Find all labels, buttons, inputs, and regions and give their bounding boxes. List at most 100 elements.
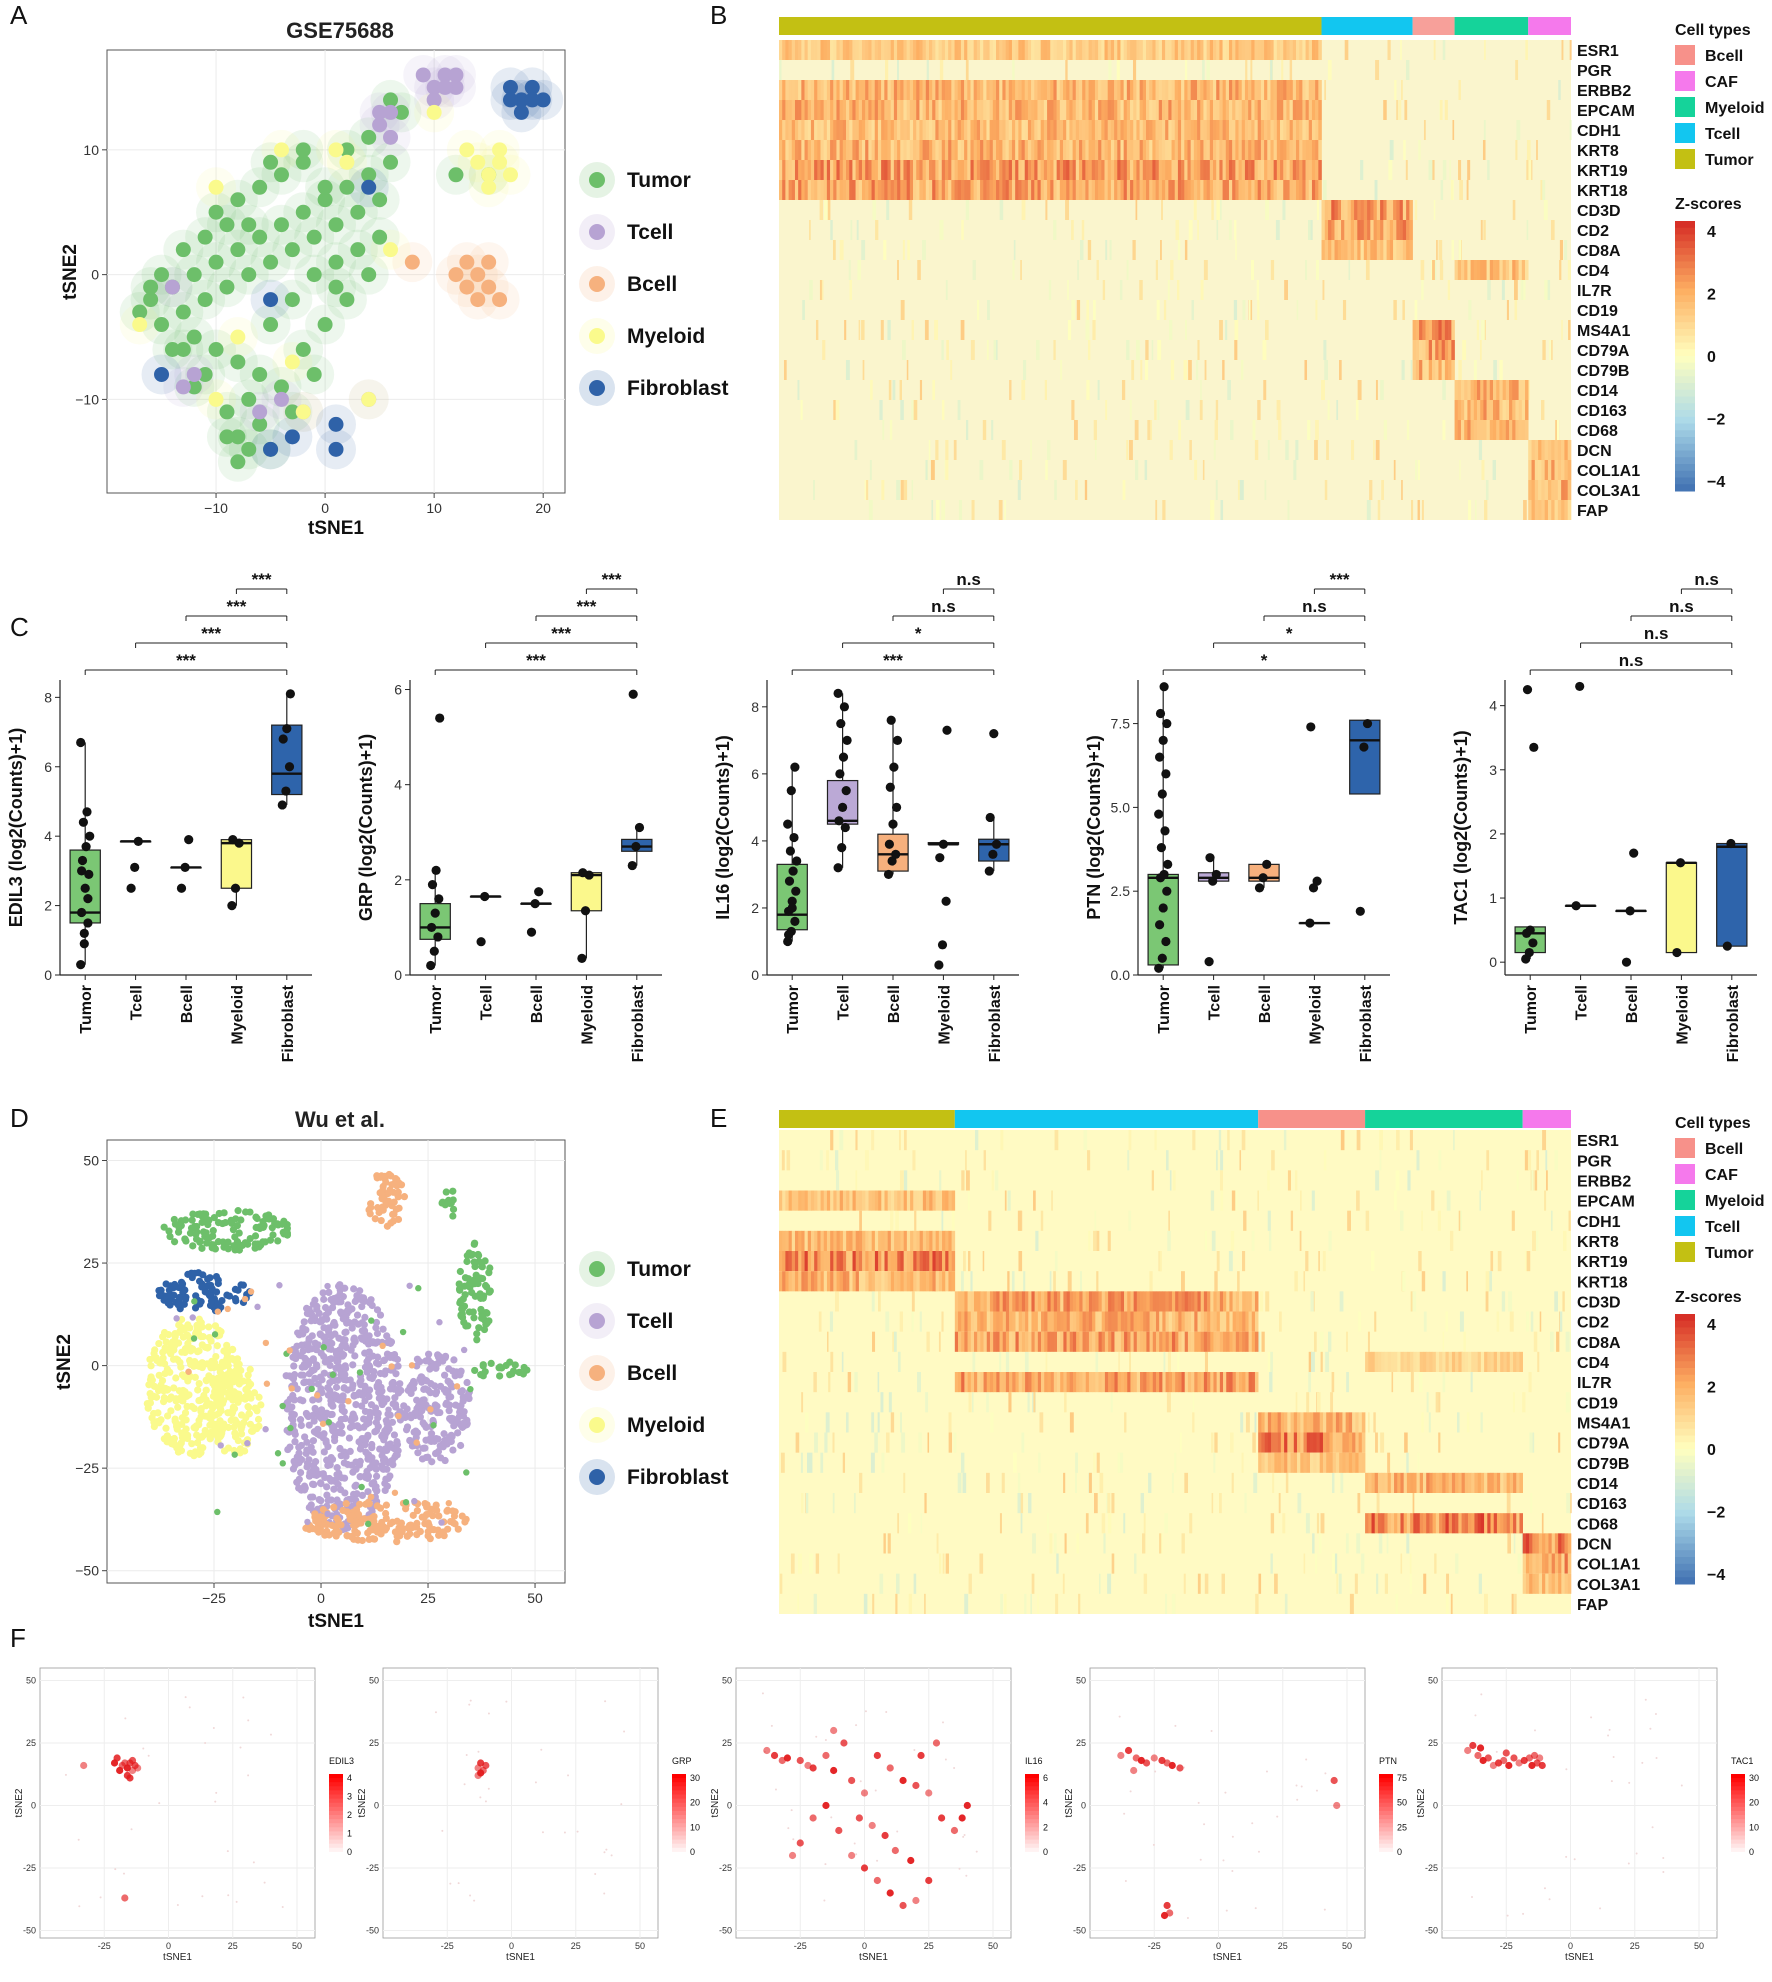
point-tcell bbox=[310, 1480, 318, 1489]
point-myeloid bbox=[492, 142, 508, 158]
data-point bbox=[937, 940, 948, 950]
point-myeloid bbox=[197, 1413, 205, 1421]
point-tumor bbox=[306, 366, 322, 382]
heatmap-cell bbox=[1260, 180, 1265, 200]
point-tcell bbox=[367, 1296, 375, 1304]
data-point bbox=[1575, 681, 1585, 692]
heatmap-cell bbox=[1152, 100, 1156, 120]
point-myeloid bbox=[233, 1355, 242, 1363]
heatmap-cell bbox=[846, 100, 850, 120]
heatmap-cell bbox=[1551, 500, 1555, 520]
heatmap-cell bbox=[935, 120, 939, 140]
heatmap-cell bbox=[1442, 160, 1447, 180]
panel-d-xlabel: tSNE1 bbox=[308, 1611, 364, 1632]
heatmap-cell bbox=[1235, 80, 1239, 100]
heatmap-cell bbox=[1480, 380, 1484, 400]
heatmap-cell bbox=[1062, 460, 1067, 480]
heatmap-cell bbox=[810, 40, 815, 60]
heatmap-cell bbox=[788, 80, 793, 100]
heatmap-cell bbox=[1056, 160, 1061, 180]
heatmap-cell bbox=[1142, 40, 1147, 60]
heatmap-cell bbox=[1206, 140, 1211, 160]
data-point bbox=[133, 836, 143, 846]
heatmap-cell bbox=[1228, 180, 1233, 200]
heatmap-cell bbox=[1534, 440, 1539, 460]
heatmap-cell bbox=[817, 80, 821, 100]
heatmap-cell bbox=[1206, 40, 1211, 60]
heatmap-cell bbox=[1174, 120, 1179, 140]
heatmap-cell bbox=[1324, 360, 1328, 380]
heatmap-cell bbox=[944, 180, 949, 200]
heatmap-cell bbox=[884, 160, 888, 180]
heatmap-cell bbox=[1190, 180, 1195, 200]
heatmap-cell bbox=[1009, 380, 1012, 400]
point-tcell bbox=[372, 1324, 380, 1332]
heatmap-cell bbox=[1267, 1170, 1270, 1191]
point-tumor bbox=[256, 1224, 264, 1233]
gene-label: KRT18 bbox=[1577, 183, 1628, 200]
heatmap-cell bbox=[1228, 100, 1233, 120]
heatmap-cell bbox=[1098, 160, 1102, 180]
data-point bbox=[184, 835, 194, 845]
point-tcell bbox=[341, 1384, 348, 1391]
heatmap-cell bbox=[1219, 80, 1223, 100]
heatmap-cell bbox=[1561, 460, 1565, 480]
point-tcell bbox=[291, 1430, 299, 1439]
heatmap-cell bbox=[1203, 180, 1207, 200]
heatmap-cell bbox=[1169, 440, 1173, 460]
heatmap-cell bbox=[964, 40, 968, 60]
heatmap-cell bbox=[1187, 40, 1191, 60]
heatmap-cell bbox=[1168, 180, 1172, 200]
point-fibroblast bbox=[234, 1286, 242, 1294]
point-tcell bbox=[448, 67, 464, 83]
significance-label: n.s bbox=[1669, 597, 1694, 616]
heatmap-cell bbox=[1161, 180, 1166, 200]
heatmap-cell bbox=[1302, 180, 1306, 200]
heatmap-cell bbox=[871, 180, 876, 200]
heatmap-cell bbox=[1542, 180, 1546, 200]
heatmap-cell bbox=[948, 120, 952, 140]
point-tumor bbox=[253, 1214, 261, 1223]
heatmap-cell bbox=[1037, 180, 1041, 200]
panel-b-gene-labels: ESR1PGRERBB2EPCAMCDH1KRT8KRT19KRT18CD3DC… bbox=[1577, 43, 1640, 520]
heatmap-cell bbox=[844, 320, 847, 340]
heatmap-cell bbox=[1133, 120, 1137, 140]
heatmap-cell bbox=[1091, 160, 1096, 180]
point-myeloid bbox=[178, 1315, 186, 1324]
heatmap-cell bbox=[1328, 240, 1332, 260]
heatmap-cell bbox=[900, 160, 904, 180]
heatmap-cell bbox=[954, 160, 959, 180]
heatmap-cell bbox=[819, 1150, 823, 1171]
heatmap-cell bbox=[1528, 160, 1532, 180]
point-fibroblast bbox=[177, 1278, 186, 1286]
heatmap-cell bbox=[1538, 440, 1542, 460]
heatmap-cell bbox=[1428, 160, 1433, 180]
heatmap-cell bbox=[1230, 1230, 1235, 1251]
point-bcell bbox=[333, 1521, 342, 1530]
heatmap-cell bbox=[1031, 140, 1035, 160]
heatmap-cell bbox=[1136, 140, 1140, 160]
heatmap-cell bbox=[941, 120, 946, 140]
point-bcell bbox=[404, 1524, 412, 1532]
heatmap-cell bbox=[1165, 80, 1169, 100]
point-tcell bbox=[449, 1446, 457, 1454]
heatmap-cell bbox=[1348, 260, 1351, 280]
significance-label: * bbox=[1286, 624, 1293, 643]
heatmap-cell bbox=[992, 40, 997, 60]
point-bcell bbox=[311, 1510, 319, 1518]
heatmap-cell bbox=[919, 140, 923, 160]
heatmap-cell bbox=[1131, 360, 1135, 380]
point-bcell bbox=[377, 1216, 385, 1225]
heatmap-cell bbox=[1412, 320, 1417, 340]
heatmap-cell bbox=[941, 40, 946, 60]
heatmap-cell bbox=[1075, 480, 1078, 500]
heatmap-cell bbox=[1184, 140, 1188, 160]
heatmap-cell bbox=[1289, 40, 1294, 60]
heatmap-cell bbox=[842, 40, 847, 60]
heatmap-cell bbox=[909, 180, 914, 200]
y-axis-label: EDIL3 (log2(Counts)+1) bbox=[6, 728, 26, 928]
point-tcell bbox=[217, 1442, 224, 1449]
heatmap-cell bbox=[1271, 1150, 1275, 1171]
heatmap-cell bbox=[864, 1150, 869, 1171]
heatmap-cell bbox=[1286, 160, 1290, 180]
